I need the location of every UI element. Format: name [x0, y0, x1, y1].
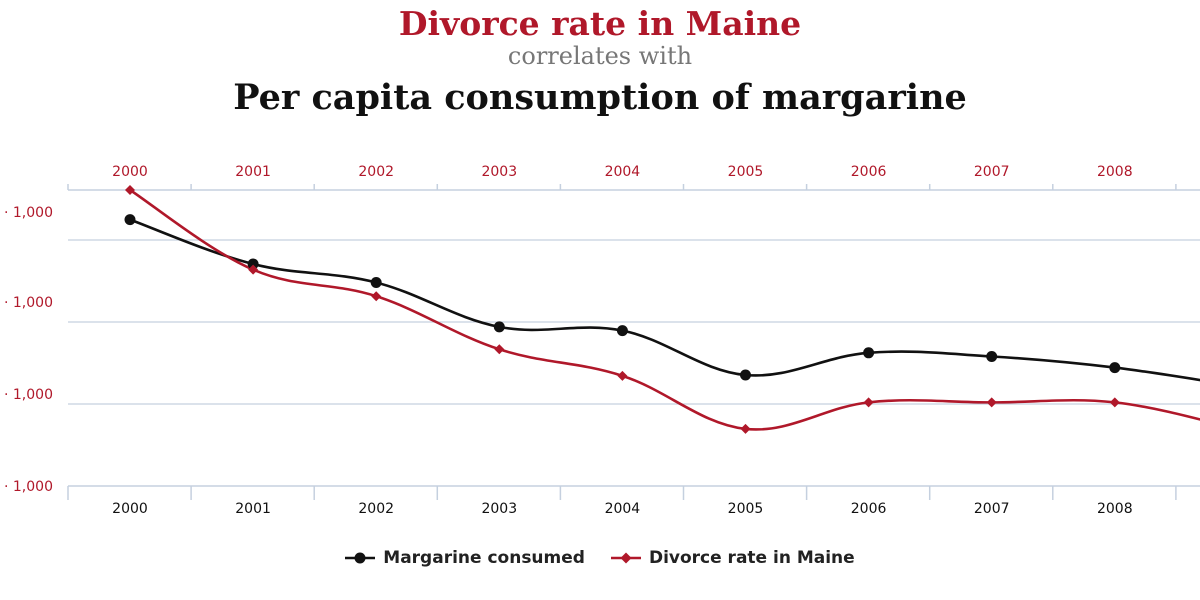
legend-label-margarine: Margarine consumed [383, 548, 585, 568]
x-tick-label-bottom: 2002 [358, 501, 394, 517]
data-point-divorce[interactable] [371, 291, 382, 302]
legend-line-diamond-icon [610, 552, 641, 564]
data-point-margarine[interactable] [616, 325, 628, 337]
x-tick-label-top: 2001 [235, 164, 271, 180]
data-point-margarine[interactable] [986, 351, 998, 362]
data-point-divorce[interactable] [494, 344, 505, 355]
x-tick-label-top: 2006 [851, 164, 887, 180]
series-line-margarine [129, 218, 1200, 382]
x-tick-label-top: 2002 [358, 164, 394, 180]
x-tick-label-top: 2008 [1097, 164, 1133, 180]
chart-title-black: Per capita consumption of margarine [233, 77, 967, 118]
x-tick-label-bottom: 2001 [235, 501, 271, 517]
y-tick-label: · 1,000 [4, 387, 53, 403]
data-point-margarine[interactable] [124, 214, 136, 226]
data-point-divorce[interactable] [863, 397, 874, 408]
data-point-margarine[interactable] [863, 347, 875, 359]
x-tick-label-top: 2004 [605, 164, 641, 180]
data-point-margarine[interactable] [247, 258, 259, 270]
series-line-divorce [129, 188, 1200, 431]
chart-title-red: Divorce rate in Maine [398, 4, 802, 43]
x-tick-label-top: 2003 [481, 164, 517, 180]
data-point-margarine[interactable] [740, 369, 751, 381]
legend-item-divorce[interactable]: Divorce rate in Maine [610, 548, 855, 568]
chart-subtitle: correlates with [507, 42, 693, 70]
x-tick-label-bottom: 2000 [112, 501, 148, 517]
data-point-divorce[interactable] [248, 264, 259, 275]
x-tick-label-bottom: 2007 [974, 501, 1010, 517]
y-tick-label: · 1,000 [4, 295, 53, 311]
y-tick-label: · 1,000 [4, 479, 53, 495]
x-tick-label-bottom: 2005 [728, 501, 764, 517]
data-point-divorce[interactable] [125, 185, 135, 195]
x-tick-label-bottom: 2003 [481, 501, 517, 517]
chart-legend: Margarine consumed Divorce rate in Maine [0, 540, 1200, 576]
data-point-margarine[interactable] [370, 277, 382, 288]
legend-item-margarine[interactable]: Margarine consumed [345, 548, 585, 568]
data-point-divorce[interactable] [617, 370, 628, 381]
x-tick-label-bottom: 2008 [1097, 501, 1133, 517]
x-tick-label-top: 2000 [112, 164, 148, 180]
data-point-divorce[interactable] [1109, 397, 1120, 408]
x-tick-label-top: 2005 [728, 164, 764, 180]
legend-line-circle-icon [345, 552, 376, 564]
data-point-margarine[interactable] [1109, 362, 1121, 374]
data-point-divorce[interactable] [986, 397, 997, 408]
legend-label-divorce: Divorce rate in Maine [648, 548, 855, 568]
x-tick-label-bottom: 2004 [605, 501, 641, 517]
data-point-divorce[interactable] [740, 423, 751, 434]
x-tick-label-top: 2007 [974, 164, 1010, 180]
y-tick-label: · 1,000 [4, 205, 53, 221]
data-point-margarine[interactable] [493, 321, 505, 333]
x-tick-label-bottom: 2006 [851, 501, 887, 517]
